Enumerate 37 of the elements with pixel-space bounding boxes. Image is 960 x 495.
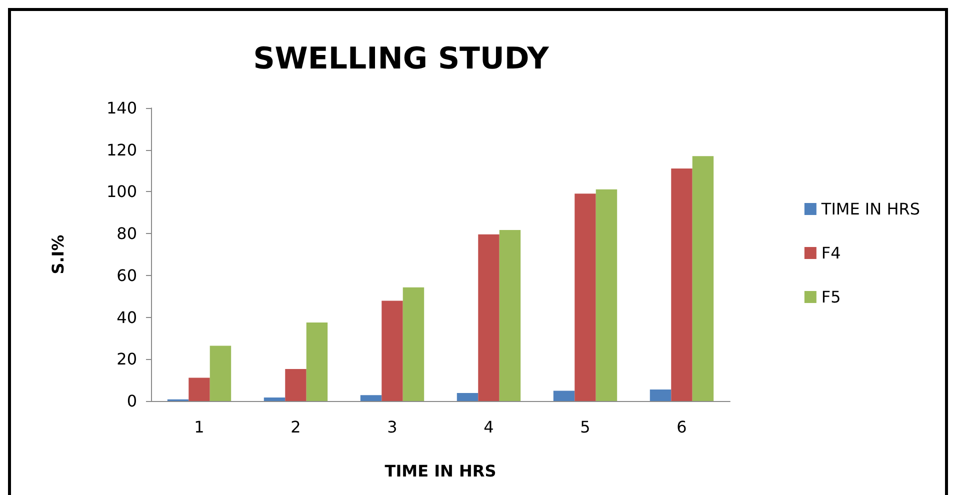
bar bbox=[650, 389, 672, 401]
bar bbox=[382, 300, 403, 401]
x-axis-title: TIME IN HRS bbox=[384, 462, 496, 480]
y-tick-label: 100 bbox=[106, 182, 137, 202]
y-axis-title: S.I% bbox=[48, 234, 68, 274]
bar bbox=[285, 368, 306, 401]
x-tick-label: 1 bbox=[194, 418, 204, 436]
bar bbox=[671, 168, 692, 401]
y-tick-label: 60 bbox=[116, 266, 137, 285]
x-tick-label: 6 bbox=[676, 418, 687, 436]
bar bbox=[188, 378, 210, 401]
bar bbox=[553, 390, 575, 401]
bar bbox=[264, 397, 286, 401]
y-tick-label: 0 bbox=[126, 392, 137, 410]
x-tick-label: 4 bbox=[484, 418, 494, 436]
y-tick-label: 40 bbox=[116, 308, 137, 327]
bar bbox=[499, 230, 521, 401]
y-tick-label: 140 bbox=[106, 98, 137, 118]
bar bbox=[210, 346, 232, 401]
y-tick-label: 120 bbox=[106, 140, 137, 160]
bar bbox=[456, 393, 478, 401]
y-tick-label: 20 bbox=[116, 350, 137, 369]
legend-label: TIME IN HRS bbox=[820, 200, 920, 218]
chart-title: SWELLING STUDY bbox=[253, 42, 550, 76]
bar bbox=[306, 322, 328, 401]
bar bbox=[596, 189, 618, 401]
x-tick-label: 5 bbox=[580, 418, 590, 436]
bar bbox=[360, 395, 382, 401]
x-tick-label: 2 bbox=[290, 418, 301, 436]
bar bbox=[402, 287, 424, 401]
bar bbox=[478, 234, 500, 401]
legend-label: F4 bbox=[821, 244, 841, 262]
bar bbox=[574, 194, 596, 401]
y-tick-label: 80 bbox=[116, 224, 137, 244]
legend-label: F5 bbox=[821, 288, 841, 306]
x-tick-label: 3 bbox=[387, 418, 398, 436]
bar bbox=[692, 156, 714, 401]
